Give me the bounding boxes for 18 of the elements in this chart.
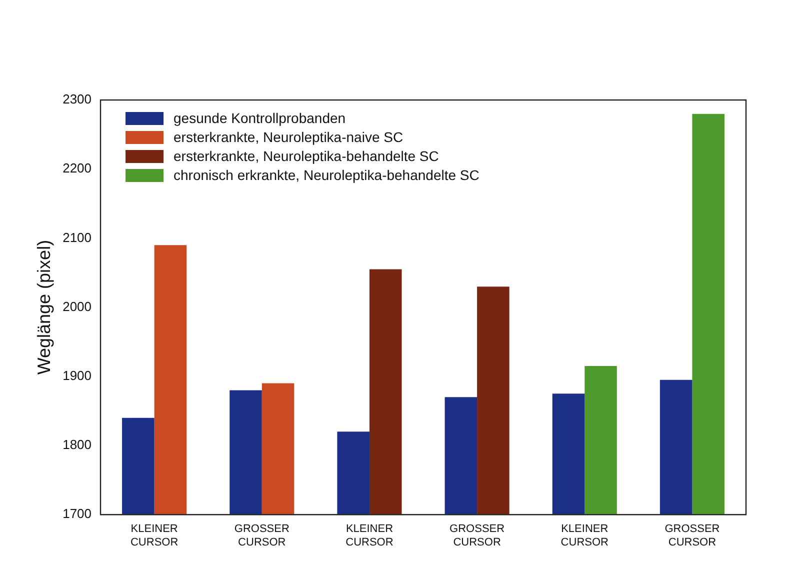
x-tick-label: GROSSER CURSOR [234,523,290,548]
legend-label: ersterkrankte, Neuroleptika-behandelte SC [174,148,439,164]
x-tick-label: KLEINER CURSOR [130,523,178,548]
legend-label: ersterkrankte, Neuroleptika-naive SC [174,128,404,145]
y-tick-label: 2200 [62,160,92,176]
y-axis-title: Weglänge (pixel) [34,240,54,375]
legend-label: chronisch erkrankte, Neuroleptika-behandelte SC [174,166,480,183]
legend-label: gesunde Kontrollprobanden [174,110,346,126]
x-tick-label: GROSSER CURSOR [664,523,720,548]
y-tick-label: 2100 [62,230,92,245]
y-tick-label: 1900 [62,368,92,383]
y-tick-label: 1700 [62,506,92,522]
x-tick-label: KLEINER CURSOR [346,523,394,548]
y-tick-label: 2000 [62,298,92,314]
y-tick-label: 1800 [62,437,92,452]
x-tick-label: GROSSER CURSOR [450,523,505,548]
y-tick-label: 2300 [62,92,92,107]
x-tick-label: KLEINER CURSOR [560,523,609,548]
